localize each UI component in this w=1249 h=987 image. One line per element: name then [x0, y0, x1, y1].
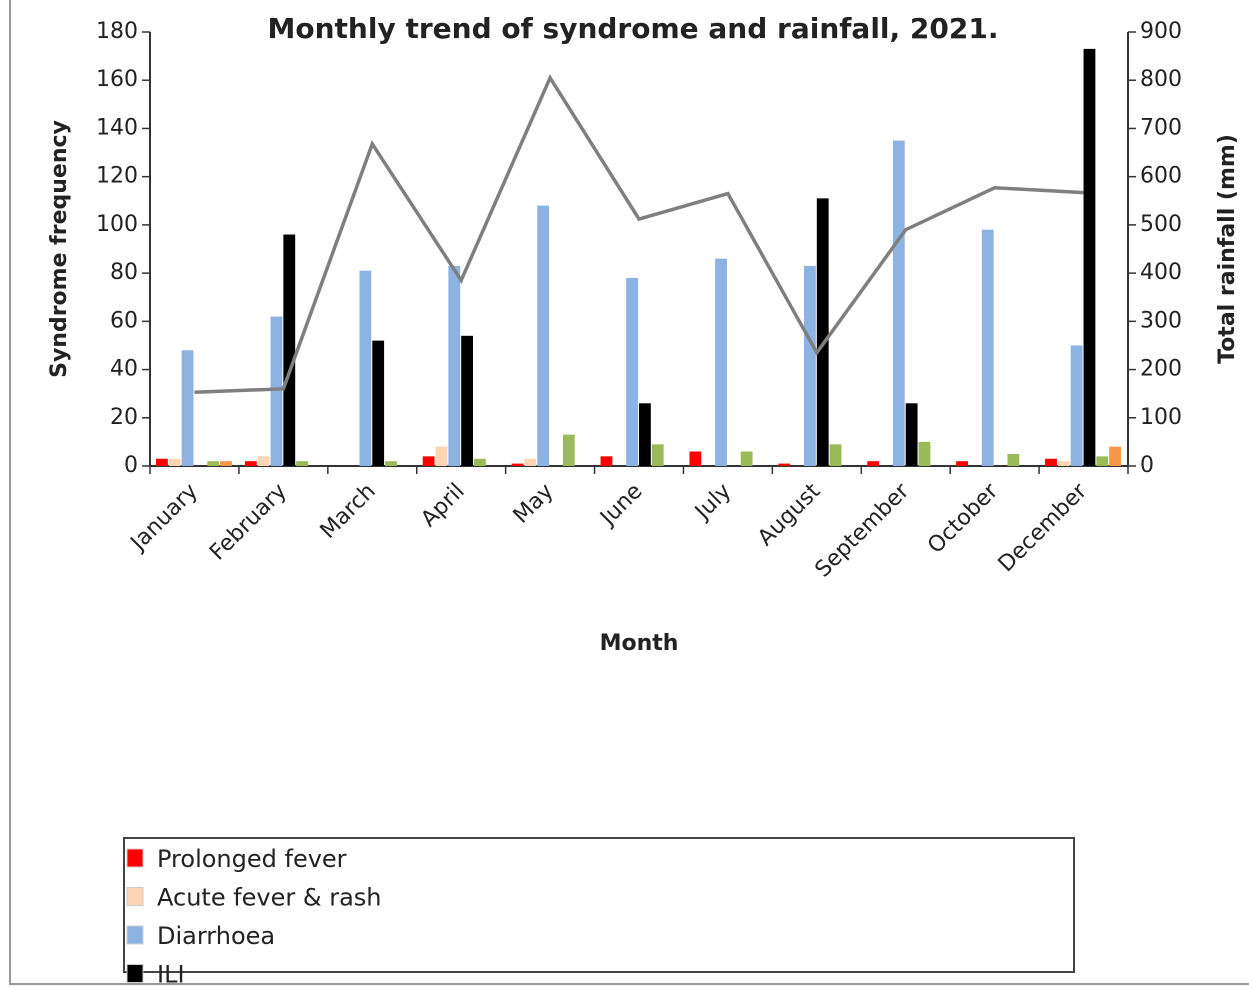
y-tick-label: 160 [96, 67, 138, 92]
y-tick-label: 0 [124, 453, 138, 478]
y2-tick-label: 400 [1140, 260, 1182, 285]
bar [600, 456, 613, 466]
frame [9, 0, 1249, 985]
bar [689, 451, 702, 466]
x-tick-label: May [509, 479, 559, 529]
y2-tick-label: 0 [1140, 453, 1154, 478]
legend-label: Prolonged fever [157, 845, 347, 873]
x-tick-label: March [316, 479, 381, 544]
y2-tick-label: 500 [1140, 212, 1182, 237]
bar [283, 234, 296, 466]
bar [981, 229, 994, 466]
y-tick-label: 120 [96, 164, 138, 189]
bar [1045, 458, 1057, 466]
bar [270, 316, 283, 466]
bar [829, 444, 842, 466]
y2-tick-label: 200 [1140, 357, 1182, 382]
y-tick-label: 80 [110, 260, 138, 285]
y-tick-label: 20 [110, 405, 138, 430]
bar [1083, 48, 1096, 466]
bar [867, 461, 880, 466]
y2-tick-label: 300 [1140, 308, 1182, 333]
bar [385, 461, 397, 466]
y-tick-label: 40 [110, 357, 138, 382]
bar [537, 205, 550, 466]
bar [296, 461, 308, 466]
x-tick-label: July [689, 479, 736, 526]
x-tick-label: January [125, 479, 203, 557]
y-tick-label: 180 [96, 19, 138, 44]
bar [257, 456, 270, 466]
y-axis-title: Syndrome frequency [47, 120, 72, 378]
bar [372, 340, 385, 466]
legend-box [123, 837, 1075, 973]
bar [474, 458, 486, 466]
bar [816, 198, 829, 466]
y2-tick-label: 700 [1140, 115, 1182, 140]
y2-axis-title: Total rainfall (mm) [1215, 134, 1240, 364]
bar [511, 463, 524, 466]
bar [524, 458, 537, 466]
y2-tick-label: 600 [1140, 164, 1182, 189]
bar [956, 461, 968, 466]
bar [804, 265, 816, 466]
bar [715, 258, 727, 466]
chart-title: Monthly trend of syndrome and rainfall, … [268, 12, 999, 45]
x-tick-label: September [811, 478, 915, 582]
bar [1096, 456, 1109, 466]
y2-tick-label: 100 [1140, 405, 1182, 430]
bar [1070, 345, 1083, 466]
bar [435, 446, 448, 466]
y2-tick-label: 900 [1140, 19, 1182, 44]
legend-swatch [126, 925, 144, 945]
bar [422, 456, 435, 466]
bar [639, 403, 651, 466]
bar [562, 434, 575, 466]
bar [651, 444, 664, 466]
bar [461, 335, 473, 466]
bar [1007, 453, 1020, 466]
bar [892, 140, 905, 466]
bar [918, 441, 931, 466]
y-tick-label: 140 [96, 115, 138, 140]
x-tick-label: April [416, 479, 469, 532]
legend-swatch [126, 964, 144, 983]
bar [905, 403, 918, 466]
legend-label: ILI [157, 961, 185, 987]
legend-label: Acute fever & rash [157, 884, 382, 912]
legend-label: Diarrhoea [157, 922, 275, 950]
x-tick-label: June [595, 479, 648, 532]
line [194, 74, 1084, 394]
y-tick-label: 100 [96, 212, 138, 237]
bar [244, 461, 257, 466]
bar [740, 451, 753, 466]
bar [168, 458, 181, 466]
x-tick-label: February [205, 479, 292, 566]
bar [207, 461, 220, 466]
bar [626, 277, 638, 466]
x-tick-label: August [753, 479, 825, 551]
y-tick-label: 60 [110, 308, 138, 333]
legend-swatch [126, 848, 144, 868]
y2-tick-label: 800 [1140, 67, 1182, 92]
x-tick-label: October [923, 478, 1004, 559]
bar [1057, 461, 1070, 466]
bar [181, 350, 194, 466]
legend-swatch [126, 887, 144, 906]
bar [156, 458, 168, 466]
x-tick-label: December [994, 478, 1093, 577]
bar [220, 461, 232, 466]
bar [1109, 446, 1121, 466]
x-axis-title: Month [600, 631, 679, 656]
bar [448, 265, 461, 466]
bar [359, 270, 372, 466]
bar [778, 463, 791, 466]
